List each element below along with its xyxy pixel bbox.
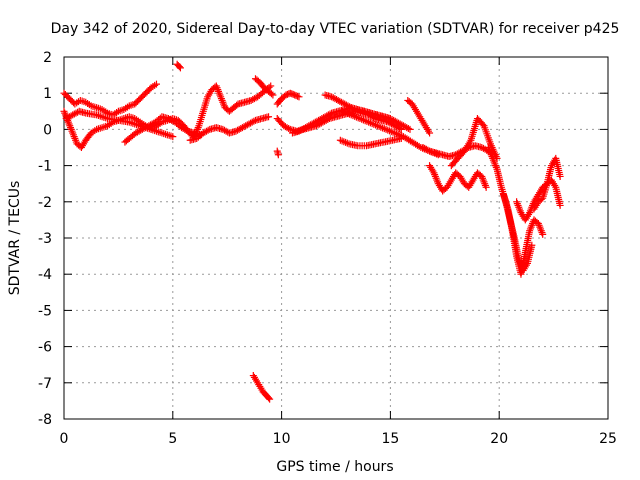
data-point — [176, 64, 184, 72]
x-tick-label: 25 — [599, 431, 617, 447]
data-point — [326, 110, 334, 118]
data-point — [152, 80, 160, 88]
data-point — [182, 126, 190, 134]
y-tick-label: 1 — [43, 86, 52, 102]
x-axis-label: GPS time / hours — [276, 459, 393, 475]
data-point — [556, 201, 564, 209]
y-tick-label: -7 — [38, 376, 52, 392]
x-tick-label: 5 — [168, 431, 177, 447]
data-point — [267, 82, 275, 90]
y-tick-label: -1 — [38, 159, 52, 175]
y-tick-label: -3 — [38, 231, 52, 247]
data-point — [274, 151, 282, 159]
data-point — [175, 63, 183, 71]
data-point — [204, 126, 212, 134]
data-point — [295, 93, 303, 101]
y-axis: 2 1 0 -1 -2 -3 -4 -5 -6 -7 -8 — [38, 50, 608, 428]
data-point — [265, 394, 273, 402]
data-point — [397, 134, 405, 142]
chart-title: Day 342 of 2020, Sidereal Day-to-day VTE… — [51, 21, 620, 37]
data-point — [267, 90, 275, 98]
x-tick-label: 15 — [381, 431, 399, 447]
data-point — [294, 92, 302, 100]
plot-points — [60, 60, 564, 403]
data-point — [556, 172, 564, 180]
y-tick-label: -6 — [38, 340, 52, 356]
data-point — [269, 91, 277, 99]
data-point — [426, 129, 434, 137]
data-point — [482, 183, 490, 191]
y-tick-label: -4 — [38, 267, 52, 283]
data-point — [404, 124, 412, 132]
x-tick-label: 10 — [273, 431, 291, 447]
data-point — [233, 101, 241, 109]
y-tick-label: 2 — [43, 50, 52, 66]
y-tick-label: -2 — [38, 195, 52, 211]
data-point — [528, 241, 536, 249]
y-tick-label: -5 — [38, 303, 52, 319]
x-tick-label: 0 — [60, 431, 69, 447]
y-tick-label: -8 — [38, 412, 52, 428]
y-axis-label: SDTVAR / TECUs — [7, 181, 23, 296]
data-point — [265, 113, 273, 121]
data-point — [250, 117, 258, 125]
data-point — [285, 124, 293, 132]
data-point — [539, 230, 547, 238]
x-axis: 0 5 10 15 20 25 — [60, 57, 617, 447]
data-point — [424, 146, 432, 154]
y-tick-label: 0 — [43, 122, 52, 138]
x-tick-label: 20 — [490, 431, 508, 447]
data-point — [266, 395, 274, 403]
data-point — [346, 103, 354, 111]
data-point — [169, 133, 177, 141]
data-point — [406, 125, 414, 133]
